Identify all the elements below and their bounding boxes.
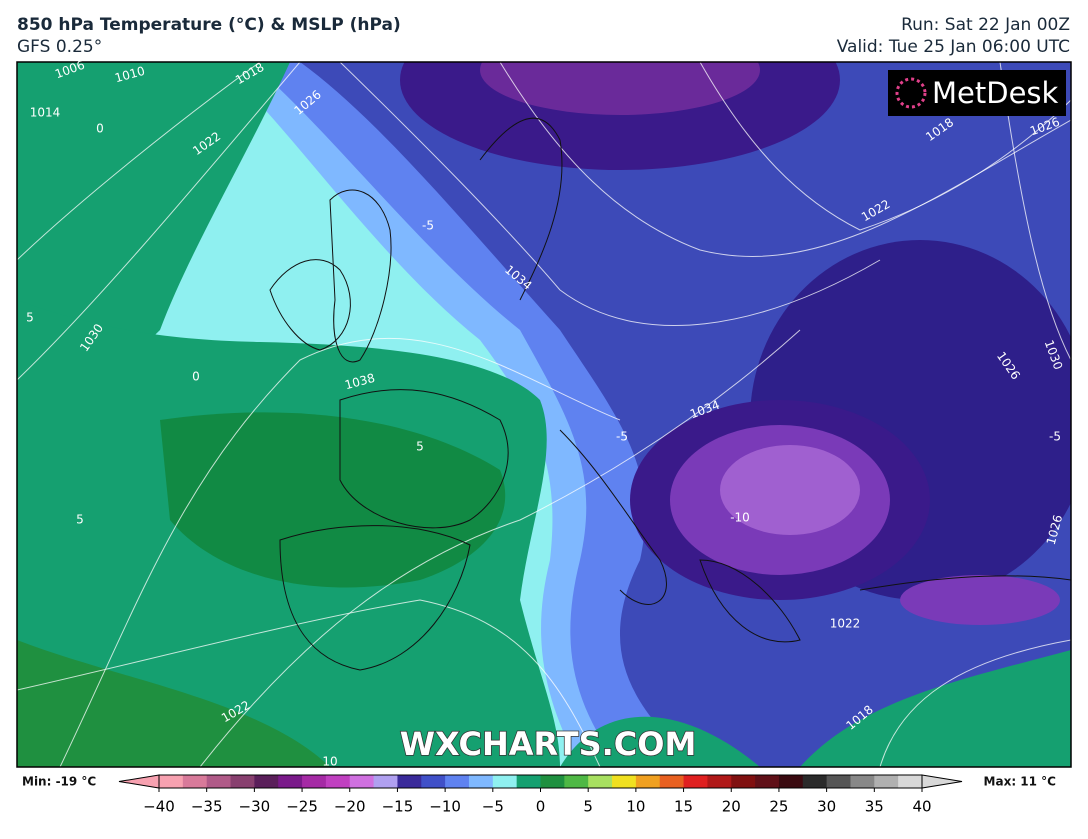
colorbar-segment [516,775,541,788]
colorbar-tick-label: 5 [583,798,593,816]
colorbar-segment [421,775,446,788]
min-label: Min: -19 °C [22,775,96,789]
colorbar-segment [612,775,637,788]
title: 850 hPa Temperature (°C) & MSLP (hPa) [17,15,401,35]
colorbar-segment [564,775,589,788]
colorbar-tick-label: 30 [817,798,836,816]
valid-time: Valid: Tue 25 Jan 06:00 UTC [837,37,1070,57]
colorbar-tick-label: −30 [239,798,271,816]
colorbar-tick-label: 10 [626,798,645,816]
colorbar-segment [182,775,208,788]
isobar-label: 10 [322,755,337,769]
colorbar-segment [588,775,613,788]
colorbar-segment [802,775,828,788]
colorbar-segment [635,775,661,788]
isobar-label: -5 [1049,430,1061,444]
colorbar-segment [159,775,184,788]
logo-box [888,70,1066,116]
colorbar-tick-label: −5 [482,798,504,816]
isobar-label: 5 [26,311,34,325]
run-time: Run: Sat 22 Jan 00Z [901,15,1070,35]
colorbar-segment [325,775,351,788]
colorbar-tick-label: −10 [429,798,461,816]
colorbar-segment [826,775,851,788]
colorbar-tick-label: −20 [334,798,366,816]
colorbar-tick-label: 40 [912,798,931,816]
isobar-label: 1022 [830,617,861,631]
colorbar-segment [206,775,232,788]
colorbar-segment [349,775,375,788]
colorbar-tick-label: 20 [722,798,741,816]
isobar-label: 0 [96,122,104,136]
colorbar-segment [373,775,398,788]
colorbar-tick-label: −25 [286,798,318,816]
logo: MetDesk [932,76,1059,110]
colorbar-tick-label: 25 [769,798,788,816]
colorbar-segment [731,775,756,788]
colorbar-segment [755,775,780,788]
colorbar-segment [850,775,875,788]
colorbar-arrow-left [118,774,160,789]
colorbar-tick-label: −40 [143,798,175,816]
colorbar-segment [492,775,518,788]
max-label: Max: 11 °C [984,775,1057,789]
isobar-label: 5 [416,440,424,454]
isobar-label: 0 [192,370,200,384]
colorbar-segment [898,775,923,788]
map-frame [16,61,1072,768]
isobar-label: -5 [422,219,434,233]
colorbar-arrow-right [921,774,963,789]
map [17,62,1071,767]
colorbar-segment [874,775,899,788]
isobar-label: 1014 [30,106,61,120]
logo-icon [895,77,927,109]
colorbar-segment [278,775,303,788]
colorbar-tick-label: −15 [382,798,414,816]
colorbar-tick-label: 0 [536,798,546,816]
colorbar-segment [778,775,804,788]
colorbar-segment [659,775,685,788]
isobar-label: -10 [730,511,750,525]
isobar-label: -5 [616,430,628,444]
colorbar-segment [468,775,494,788]
colorbar-segment [707,775,732,788]
colorbar-tick-label: 35 [865,798,884,816]
colorbar-segment [445,775,470,788]
colorbar-tick-label: −35 [191,798,223,816]
colorbar-segment [683,775,708,788]
colorbar-segment [540,775,565,788]
colorbar: −40 −35 −30 −25 −20 −15 −10 −5 0 5 10 15 20 25 30 35 40 [118,774,963,816]
colorbar-segment [302,775,327,788]
subtitle: GFS 0.25° [17,37,102,57]
colorbar-segment [254,775,279,788]
isobar-label: 5 [76,513,84,527]
colorbar-segment [230,775,255,788]
colorbar-segment [397,775,422,788]
watermark: WXCHARTS.COM [400,725,697,763]
colorbar-tick-label: 15 [674,798,693,816]
